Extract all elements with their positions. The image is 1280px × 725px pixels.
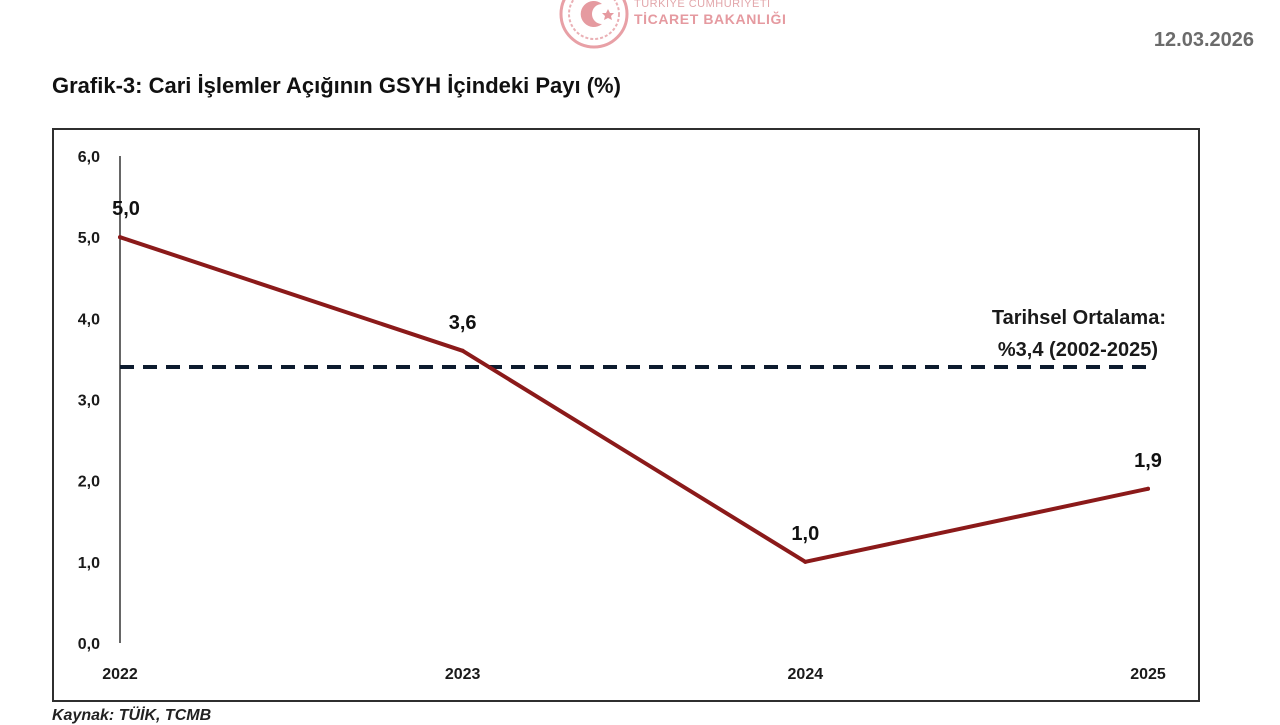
ministry-logo: TÜRKİYE CUMHURİYETİ TİCARET BAKANLIĞI — [558, 0, 818, 52]
chart-frame: 0,0 1,0 2,0 3,0 4,0 5,0 6,0 2022 2023 2024 2025 Tar… — [52, 128, 1200, 702]
y-tick-label: 3,0 — [78, 393, 100, 410]
series-line — [118, 235, 1150, 564]
logo-line-1: TÜRKİYE CUMHURİYETİ — [634, 0, 771, 10]
y-tick-label: 2,0 — [78, 474, 100, 491]
logo-line-2: TİCARET BAKANLIĞI — [634, 11, 787, 27]
y-tick-label: 1,0 — [78, 555, 100, 572]
data-point — [118, 235, 122, 240]
x-tick-label: 2023 — [445, 666, 481, 683]
y-tick-label: 0,0 — [78, 636, 100, 653]
ministry-emblem-icon — [559, 0, 629, 49]
data-label: 1,9 — [1134, 450, 1162, 472]
data-label: 5,0 — [112, 198, 140, 220]
source-note: Kaynak: TÜİK, TCMB — [52, 707, 212, 724]
y-tick-label: 5,0 — [78, 230, 100, 247]
reference-label-line-2: %3,4 (2002-2025) — [998, 339, 1158, 361]
y-tick-label: 4,0 — [78, 311, 100, 328]
chart-title: Grafik-3: Cari İşlemler Açığının GSYH İç… — [52, 73, 621, 98]
x-tick-label: 2022 — [102, 666, 138, 683]
data-label: 1,0 — [791, 523, 819, 545]
data-label: 3,6 — [449, 312, 477, 334]
reference-label-line-1: Tarihsel Ortalama: — [992, 307, 1166, 329]
report-date: 12.03.2026 — [1153, 29, 1254, 51]
y-tick-label: 6,0 — [78, 149, 100, 166]
data-point — [1146, 486, 1150, 491]
chart-plot: 0,0 1,0 2,0 3,0 4,0 5,0 6,0 2022 2023 2024 2025 Tar… — [78, 149, 1166, 683]
data-point — [803, 559, 808, 564]
x-tick-label: 2024 — [788, 666, 824, 683]
data-point — [460, 348, 465, 353]
x-tick-label: 2025 — [1130, 666, 1166, 683]
